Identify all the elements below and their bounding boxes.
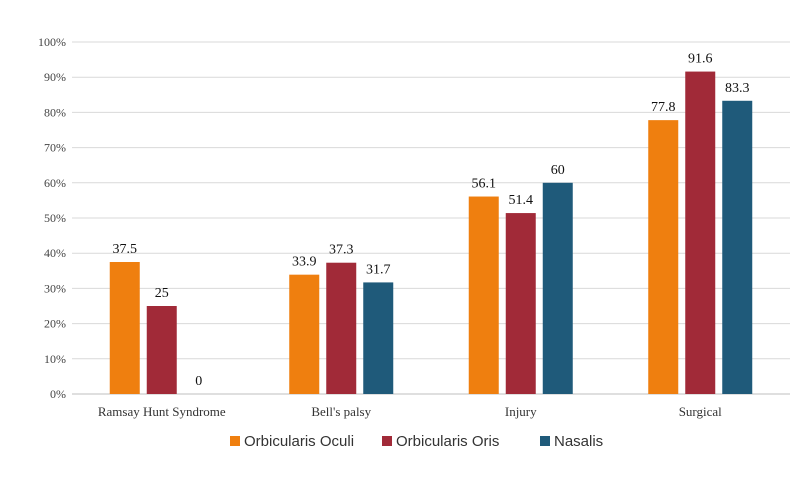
category-label: Ramsay Hunt Syndrome [98, 404, 226, 419]
category-label: Injury [505, 404, 537, 419]
category-label: Bell's palsy [311, 404, 371, 419]
bar [289, 274, 320, 394]
data-label: 33.9 [292, 255, 317, 270]
legend-swatch [230, 436, 240, 446]
bars [109, 71, 753, 395]
bar [468, 196, 499, 394]
data-label: 77.8 [651, 100, 676, 115]
bar [326, 262, 357, 394]
y-tick-label: 80% [44, 105, 66, 119]
y-tick-label: 70% [44, 141, 66, 155]
bar [363, 282, 394, 394]
y-tick-label: 20% [44, 317, 66, 331]
category-label: Surgical [679, 404, 722, 419]
y-tick-label: 100% [38, 35, 66, 49]
legend: Orbicularis Oculi Orbicularis Oris Nasalis [230, 433, 603, 450]
bar [685, 71, 716, 395]
data-label: 37.5 [113, 242, 138, 257]
data-label: 83.3 [725, 81, 750, 96]
data-label: 25 [155, 286, 169, 301]
bar [648, 120, 679, 395]
bar [146, 306, 177, 394]
data-label: 51.4 [509, 193, 534, 208]
y-axis-tick-labels: 0% 10% 20% 30% 40% 50% 60% 70% 80% 90% 100% [38, 35, 66, 401]
x-axis-category-labels: Ramsay Hunt Syndrome Bell's palsy Injury Su… [98, 404, 722, 419]
y-tick-label: 60% [44, 176, 66, 190]
legend-swatch [540, 436, 550, 446]
legend-label: Nasalis [554, 433, 603, 450]
legend-swatch [382, 436, 392, 446]
data-label: 37.3 [329, 243, 354, 258]
data-label: 56.1 [472, 177, 497, 192]
bar [109, 262, 140, 394]
y-tick-label: 50% [44, 211, 66, 225]
y-tick-label: 40% [44, 246, 66, 260]
bar [722, 100, 753, 394]
y-tick-label: 30% [44, 281, 66, 295]
data-label: 60 [551, 163, 565, 178]
y-tick-label: 0% [50, 387, 66, 401]
y-tick-label: 90% [44, 70, 66, 84]
bar [542, 182, 573, 394]
data-label: 91.6 [688, 52, 713, 67]
legend-label: Orbicularis Oris [396, 433, 499, 450]
data-labels: 37.5 25 0 33.9 37.3 31.7 56.1 51.4 60 77.8 91.6 83.… [113, 52, 750, 389]
data-label: 0 [195, 374, 202, 389]
y-tick-label: 10% [44, 352, 66, 366]
bar [505, 213, 536, 394]
gridlines [72, 41, 790, 395]
legend-label: Orbicularis Oculi [244, 433, 354, 450]
data-label: 31.7 [366, 262, 391, 277]
